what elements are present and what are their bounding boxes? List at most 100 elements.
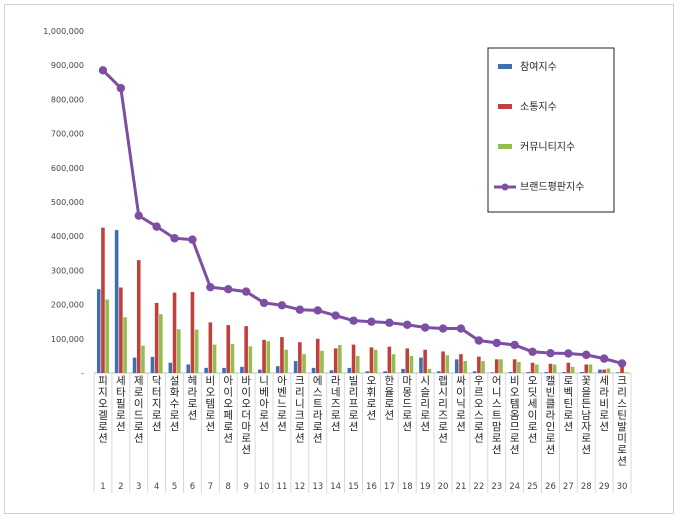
bar-3-10 [266, 341, 271, 373]
bar-1-27 [562, 371, 566, 373]
bar-3-27 [570, 366, 575, 373]
bar-2-29 [602, 369, 606, 373]
y-tick-label: 300,000 [51, 266, 84, 275]
bar-3-20 [445, 355, 450, 373]
rank-label: 23 [491, 482, 502, 492]
bar-2-30 [620, 364, 624, 373]
line-point-27 [564, 349, 573, 358]
bar-3-14 [338, 344, 342, 373]
bar-1-15 [347, 367, 352, 373]
bar-1-10 [258, 369, 262, 373]
line-point-8 [224, 285, 233, 294]
line-point-24 [510, 340, 519, 350]
legend-swatch-3 [498, 144, 512, 149]
y-tick-label: 1,000,000 [43, 27, 84, 36]
bar-3-25 [534, 364, 539, 373]
bar-2-21 [459, 354, 463, 373]
bar-3-5 [176, 329, 181, 373]
line-point-9 [241, 287, 251, 296]
bar-3-15 [355, 355, 360, 373]
legend-box [487, 47, 615, 213]
legend-label-2: 소통지수 [520, 101, 557, 113]
rank-label: 13 [312, 482, 323, 492]
bar-2-14 [333, 348, 338, 373]
bar-2-27 [566, 362, 571, 373]
rank-label: 20 [438, 482, 449, 492]
bar-3-17 [391, 354, 396, 373]
rank-label: 18 [402, 482, 413, 492]
rank-label: 8 [226, 482, 231, 492]
bar-1-2 [114, 230, 119, 373]
bar-1-14 [329, 370, 334, 373]
legend-swatch-marker [501, 183, 509, 191]
rank-label: 25 [527, 482, 538, 492]
rank-label: 24 [509, 482, 520, 492]
line-point-14 [331, 311, 340, 320]
line-point-19 [420, 323, 430, 332]
bar-2-23 [494, 359, 499, 373]
bar-3-9 [248, 346, 253, 373]
bar-3-26 [552, 364, 557, 373]
bar-2-15 [351, 344, 356, 373]
bar-3-22 [481, 361, 485, 373]
bar-1-20 [437, 371, 441, 373]
bar-2-4 [154, 302, 159, 373]
bar-1-26 [544, 371, 549, 373]
line-point-1 [98, 66, 108, 75]
line-point-20 [438, 324, 448, 333]
rank-label: 4 [154, 482, 159, 492]
bar-1-25 [526, 371, 531, 373]
line-point-7 [206, 282, 215, 292]
rank-label: 21 [456, 482, 467, 492]
y-tick-label: 800,000 [51, 95, 84, 104]
bar-2-7 [208, 322, 213, 373]
y-tick-label: 900,000 [51, 61, 84, 70]
bar-3-4 [159, 314, 163, 373]
bar-1-23 [490, 372, 495, 373]
rank-label: 3 [136, 482, 141, 492]
rank-label: 12 [294, 482, 305, 492]
bar-3-24 [517, 362, 521, 373]
rank-label: 1 [100, 482, 105, 492]
bar-3-18 [409, 355, 414, 373]
bar-1-22 [472, 371, 477, 373]
legend-label-1: 참여지수 [520, 61, 557, 73]
rank-label: 26 [545, 482, 556, 492]
line-point-10 [259, 298, 269, 308]
legend-label-3: 커뮤니티지수 [520, 141, 575, 153]
line-point-28 [582, 350, 591, 360]
y-tick-label: 700,000 [51, 130, 84, 139]
bar-3-12 [302, 354, 306, 373]
y-tick-label: 100,000 [51, 335, 84, 344]
bar-2-2 [119, 287, 123, 373]
line-point-3 [134, 211, 143, 220]
bar-3-28 [588, 364, 593, 373]
bar-2-1 [101, 227, 105, 373]
bar-2-17 [387, 346, 392, 373]
bar-1-4 [150, 356, 155, 373]
bar-1-8 [222, 367, 226, 373]
rank-label: 17 [384, 482, 395, 492]
line-point-6 [188, 235, 197, 244]
line-point-18 [403, 320, 412, 329]
legend-swatch-1 [498, 64, 512, 69]
legend-swatch-2 [498, 104, 512, 109]
